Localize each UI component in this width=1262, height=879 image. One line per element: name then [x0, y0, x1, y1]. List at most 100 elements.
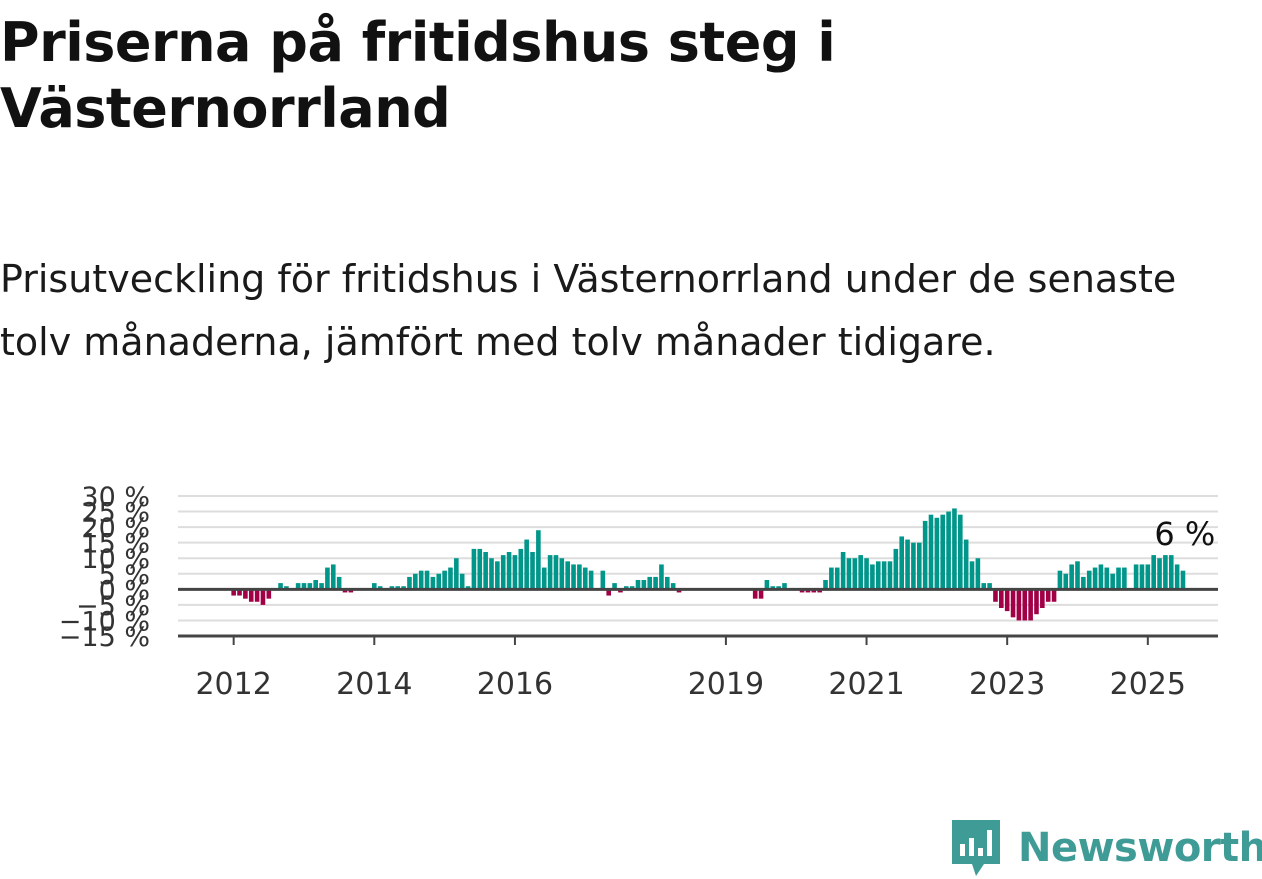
x-tick-label: 2012	[195, 667, 271, 702]
bar	[1063, 573, 1069, 590]
bar	[1004, 589, 1010, 612]
bar	[330, 564, 336, 590]
bar	[752, 589, 758, 599]
y-tick-label: 30 %	[81, 482, 150, 513]
bars	[231, 508, 1186, 621]
bar	[758, 589, 764, 599]
x-tick-label: 2025	[1110, 667, 1186, 702]
bar	[295, 583, 301, 590]
bar	[260, 589, 266, 605]
bar	[536, 530, 541, 590]
bar	[776, 586, 781, 590]
bar	[1040, 589, 1045, 608]
bar	[1168, 555, 1174, 590]
bar	[1104, 567, 1110, 590]
bar	[653, 576, 658, 590]
bar	[325, 567, 330, 590]
bar	[1069, 564, 1074, 590]
bar	[518, 548, 524, 590]
bar	[659, 564, 664, 590]
bar	[1122, 567, 1127, 590]
bar	[571, 564, 576, 590]
bar	[647, 576, 653, 590]
bar	[301, 583, 307, 590]
bar	[395, 586, 401, 590]
bar	[969, 561, 975, 590]
x-tick-label: 2019	[688, 667, 764, 702]
bar	[1139, 564, 1145, 590]
bar	[465, 586, 471, 590]
brand-name: Newsworthy	[1018, 825, 1262, 871]
bar	[1028, 589, 1033, 621]
bar	[348, 589, 354, 593]
bar	[313, 580, 318, 590]
bar	[975, 558, 981, 590]
y-tick-label: 15 %	[81, 529, 150, 560]
bar	[1075, 561, 1080, 590]
bar	[799, 589, 805, 593]
bar	[418, 570, 424, 590]
bar	[1051, 589, 1057, 602]
bar	[495, 561, 500, 590]
bar	[471, 548, 477, 590]
bar	[623, 586, 629, 590]
bar	[1174, 564, 1180, 590]
bar	[1163, 555, 1168, 590]
bar	[987, 583, 992, 590]
bar	[1098, 564, 1104, 590]
bar	[922, 520, 928, 590]
bar	[278, 583, 283, 590]
bar	[764, 580, 770, 590]
bar	[547, 555, 553, 590]
bar	[424, 570, 430, 590]
bar	[319, 583, 324, 590]
y-tick-labels: 30 %25 %20 %15 %10 %5 %0 %−5 %−10 %−15 %	[59, 482, 150, 653]
bar	[846, 558, 852, 590]
bar	[489, 558, 494, 590]
bar	[600, 570, 606, 590]
bar	[635, 580, 641, 590]
bar	[958, 514, 963, 590]
bar	[823, 580, 828, 590]
bar	[999, 589, 1004, 608]
bar	[1110, 573, 1115, 590]
bar	[1057, 570, 1063, 590]
x-tick-label: 2014	[336, 667, 412, 702]
bar	[1016, 589, 1022, 621]
x-tick-label: 2023	[969, 667, 1045, 702]
bar	[401, 586, 406, 590]
bar	[1151, 555, 1156, 590]
bar	[377, 586, 383, 590]
bar	[500, 555, 506, 590]
bar	[1010, 589, 1016, 618]
bar	[1045, 589, 1051, 602]
bar	[928, 514, 934, 590]
bar	[582, 567, 588, 590]
bar	[887, 561, 893, 590]
y-tick-label: 10 %	[81, 544, 150, 575]
bar	[905, 539, 910, 590]
bar	[629, 586, 635, 590]
bar	[770, 586, 776, 590]
bar	[442, 570, 447, 590]
bar	[1157, 558, 1162, 590]
axes	[178, 587, 1218, 638]
y-tick-label: −5 %	[76, 591, 150, 622]
x-tick-label: 2016	[477, 667, 553, 702]
bar	[676, 589, 682, 593]
bar	[612, 583, 617, 590]
bar	[899, 536, 904, 590]
x-tick-label: 2021	[828, 667, 904, 702]
bar	[817, 589, 822, 593]
bar	[477, 548, 483, 590]
bar	[266, 589, 272, 599]
bar	[565, 561, 570, 590]
bar	[1022, 589, 1028, 621]
bar	[1133, 564, 1139, 590]
chart-title: Priserna på fritidshus steg i Västernorr…	[0, 11, 836, 140]
bar	[840, 552, 846, 590]
bar	[1116, 567, 1121, 590]
bar	[864, 558, 869, 590]
bar	[870, 564, 875, 590]
bar	[1180, 570, 1186, 590]
